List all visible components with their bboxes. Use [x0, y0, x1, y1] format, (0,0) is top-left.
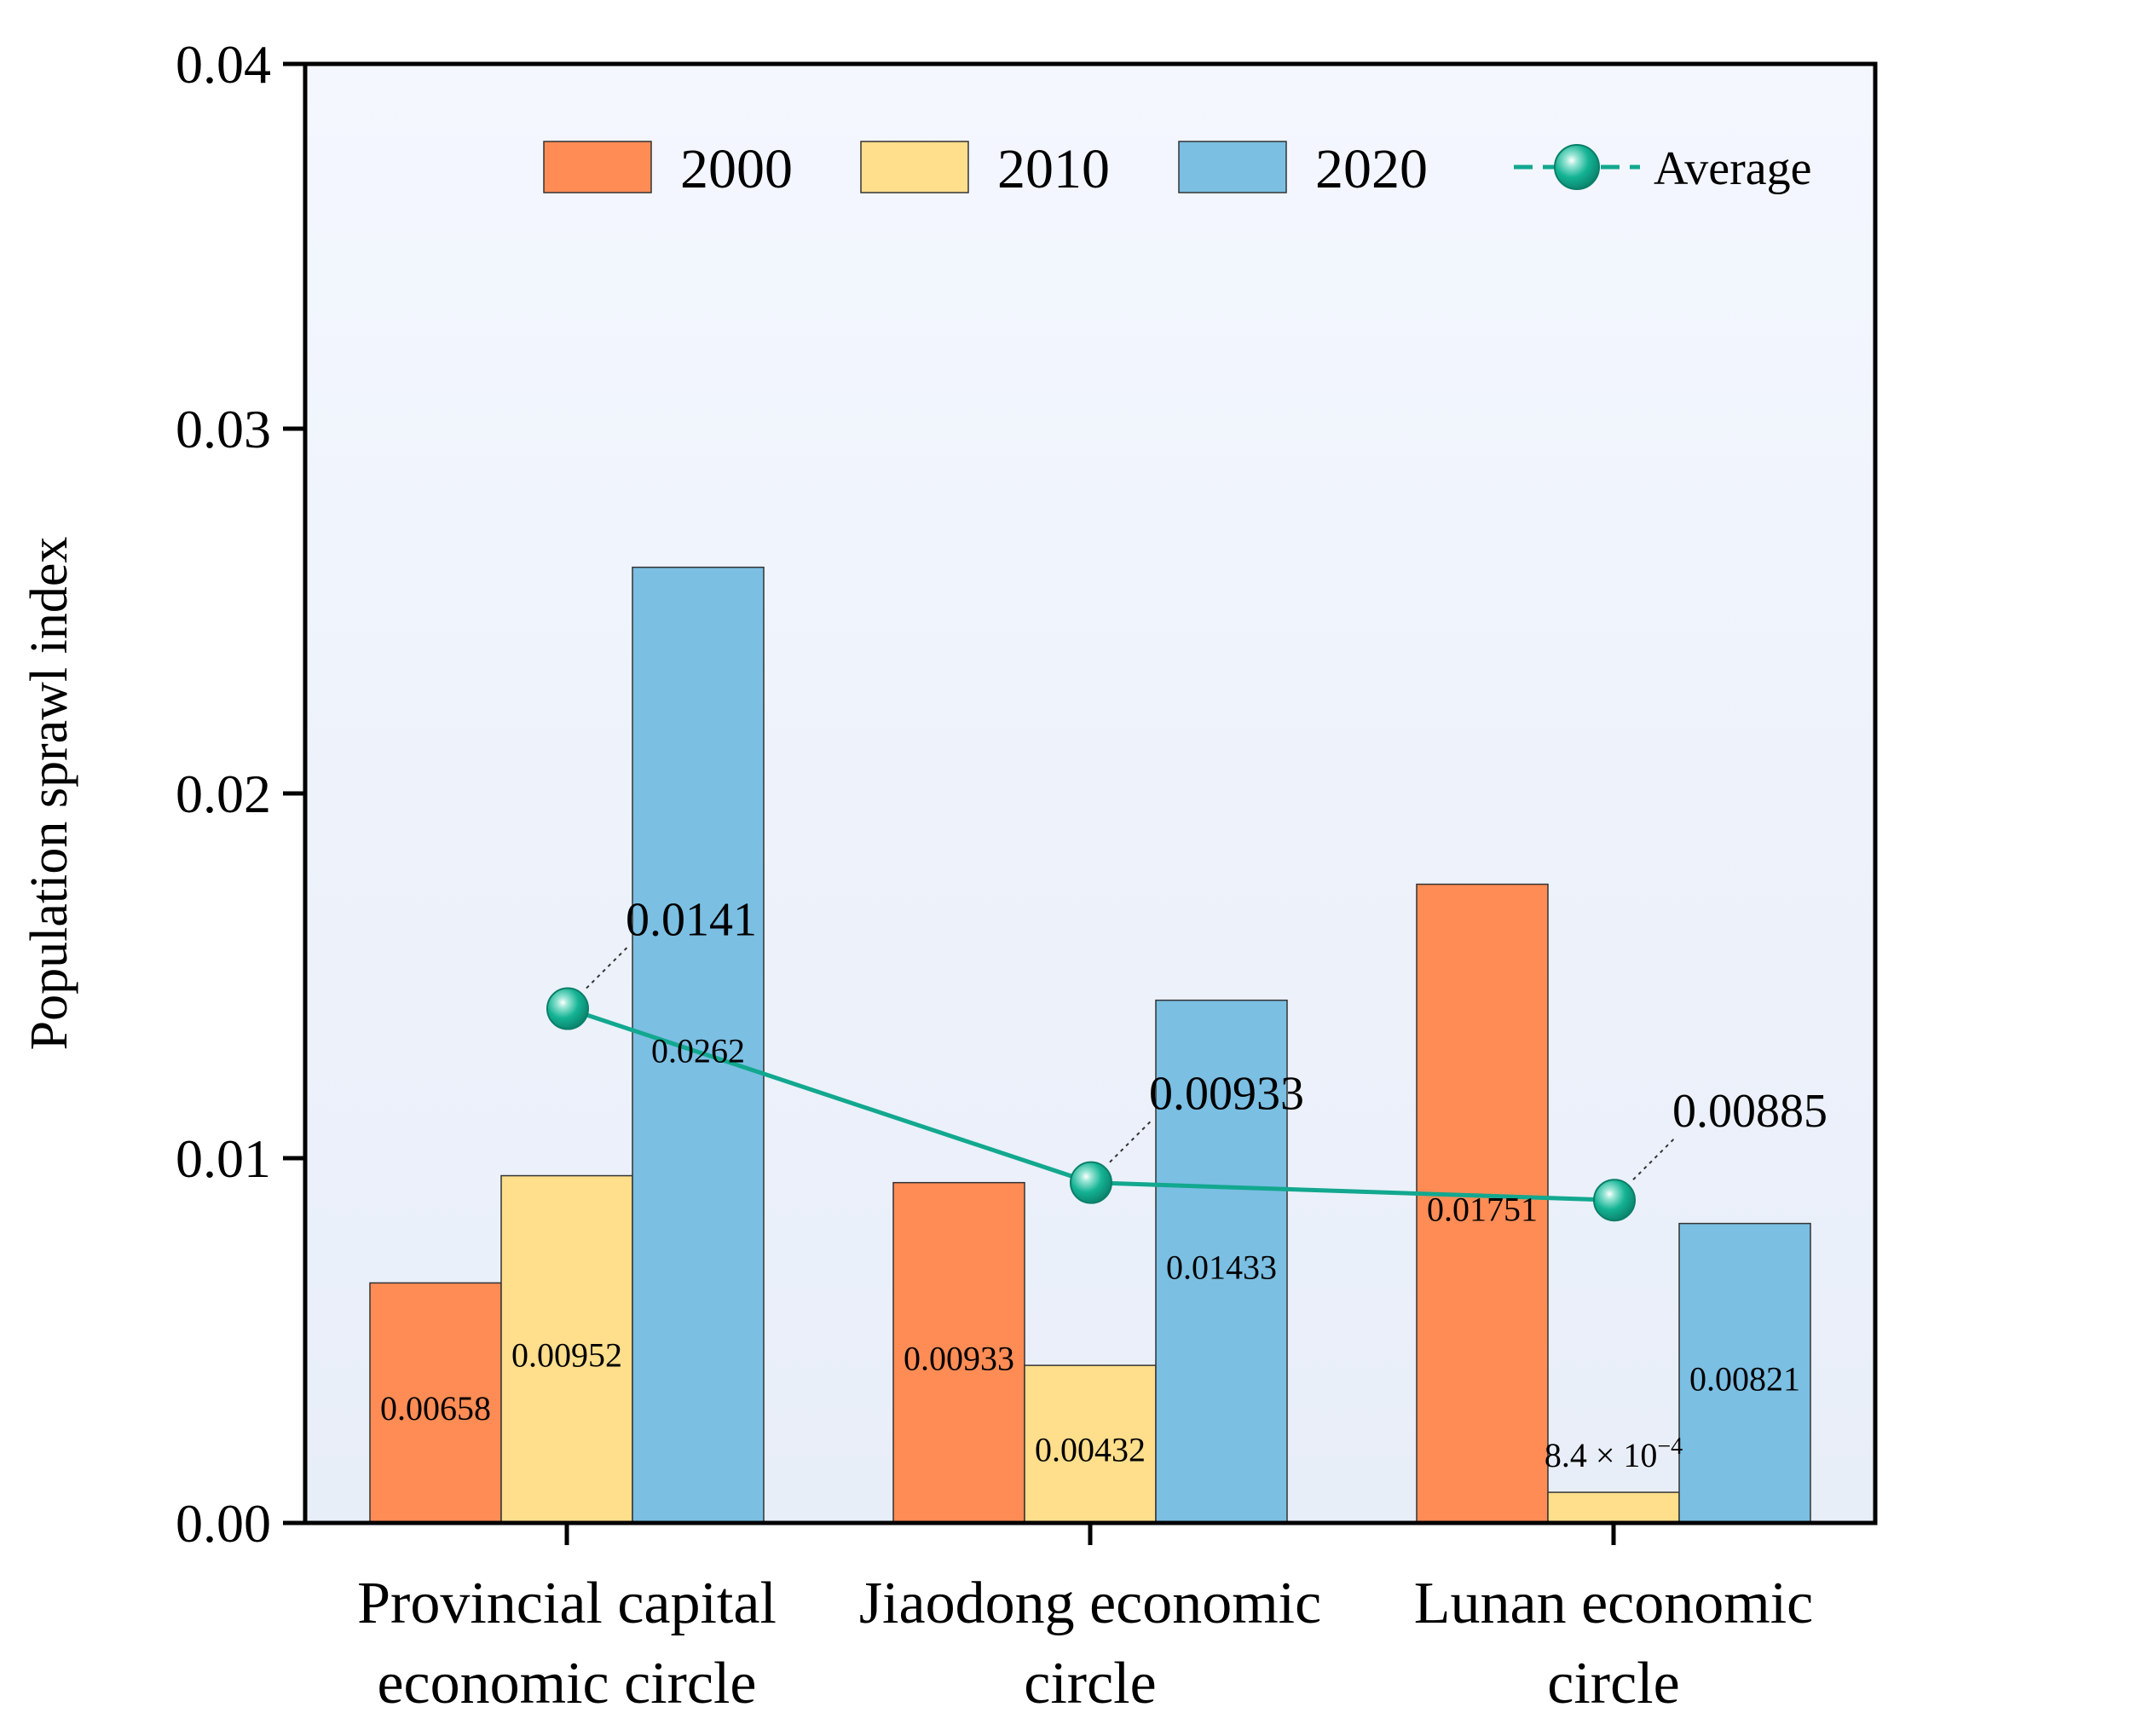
legend-swatch-2010 [860, 141, 969, 193]
bar-2010-0 [500, 1174, 633, 1524]
x-tick-label-2: Lunan economic [1414, 1571, 1813, 1636]
average-leader-0 [586, 946, 628, 989]
bar-label-exponent: −4 [1657, 1433, 1683, 1460]
bar-label-2000-1: 0.00933 [904, 1339, 1014, 1377]
bar-label-2010-0: 0.00952 [511, 1335, 622, 1374]
bar-label-2000-2: 0.01751 [1427, 1190, 1538, 1228]
x-tick-label-0: Provincial capital [357, 1571, 777, 1636]
legend-label-2010: 2010 [997, 138, 1110, 200]
bar-2020-1 [1155, 999, 1288, 1524]
bar-label-2010-2: 8.4 × 10−4 [1545, 1433, 1683, 1475]
legend-swatch-2000 [543, 141, 652, 193]
bar-2020-0 [632, 566, 765, 1524]
bar-2020-2 [1678, 1222, 1811, 1524]
average-point-1 [1070, 1161, 1112, 1204]
average-leader-2 [1632, 1138, 1675, 1180]
legend-marker-average [1554, 144, 1600, 190]
y-tick-label: 0.03 [176, 399, 271, 459]
average-point-0 [546, 987, 589, 1030]
bar-label-2020-0: 0.0262 [651, 1031, 745, 1070]
bar-2000-1 [892, 1181, 1025, 1524]
x-tick-label-1: Jiaodong economic [859, 1571, 1321, 1636]
average-leader-1 [1109, 1120, 1152, 1163]
x-tick-label-0: economic circle [377, 1651, 756, 1716]
x-tick-label-2: circle [1547, 1651, 1679, 1716]
y-tick-label: 0.04 [176, 34, 271, 95]
average-label-0: 0.0141 [626, 894, 757, 947]
bar-label-2020-2: 0.00821 [1689, 1359, 1800, 1398]
average-label-2: 0.00885 [1672, 1085, 1828, 1138]
y-tick-label: 0.00 [176, 1493, 271, 1554]
legend-label-average: Average [1654, 142, 1812, 195]
y-tick-label: 0.02 [176, 764, 271, 824]
legend-swatch-2020 [1178, 141, 1287, 193]
x-tick-label-1: circle [1024, 1651, 1156, 1716]
y-tick-label: 0.01 [176, 1128, 271, 1189]
bar-2000-0 [369, 1282, 502, 1524]
legend-label-2000: 2000 [680, 138, 793, 200]
bar-label-2000-0: 0.00658 [380, 1389, 491, 1427]
average-label-1: 0.00933 [1149, 1068, 1304, 1121]
bar-2000-2 [1416, 883, 1549, 1524]
legend-label-2020: 2020 [1315, 138, 1428, 200]
bar-label-2010-1: 0.00432 [1035, 1431, 1146, 1469]
y-axis-label: Population sprawl index [20, 537, 78, 1051]
average-point-2 [1593, 1179, 1636, 1222]
bar-2010-2 [1547, 1491, 1680, 1524]
bar-label-2020-1: 0.01433 [1166, 1248, 1277, 1286]
